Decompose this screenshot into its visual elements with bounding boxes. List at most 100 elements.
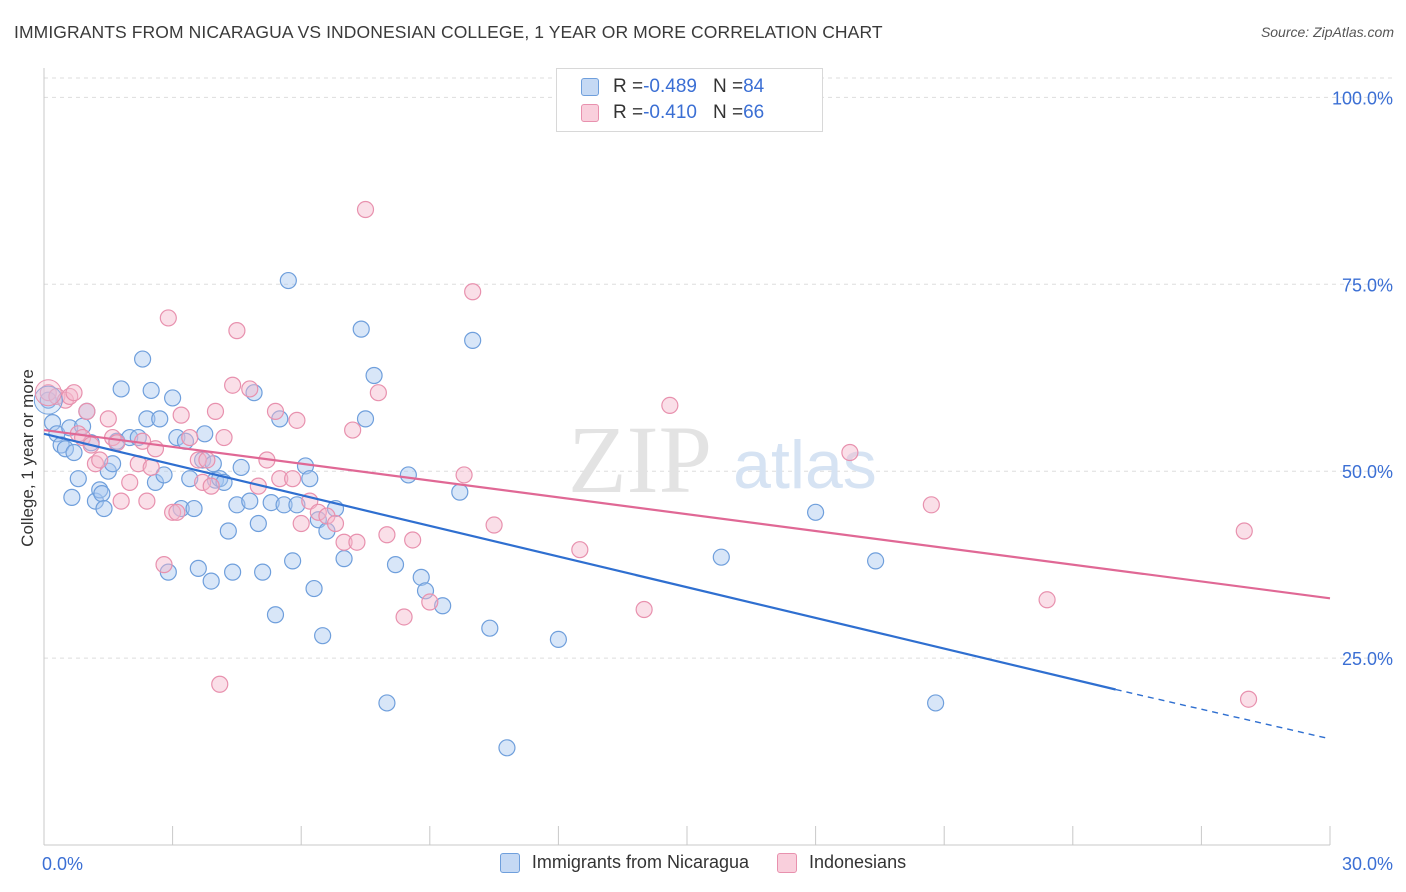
indonesians-point <box>215 428 233 447</box>
indonesians-point <box>369 384 387 402</box>
nicaragua-point <box>262 493 280 512</box>
indonesians-point <box>138 492 156 510</box>
nicaragua-point <box>232 458 250 477</box>
nicaragua-point <box>249 514 267 533</box>
nicaragua-point <box>279 271 297 290</box>
indonesians-point <box>356 200 375 219</box>
nicaragua-point <box>103 455 122 473</box>
nicaragua-point <box>33 385 63 415</box>
nicaragua-point <box>56 440 75 458</box>
indonesians-point <box>91 451 109 469</box>
n-value: 66 <box>743 102 765 123</box>
nicaragua-point <box>305 579 323 598</box>
nicaragua-point <box>275 496 293 514</box>
nicaragua-point <box>224 563 242 581</box>
watermark: ZIP atlas <box>568 406 877 513</box>
nicaragua-point <box>219 522 237 540</box>
indonesians-point <box>39 384 57 402</box>
indonesians-point <box>266 402 285 420</box>
watermark-zip: ZIP <box>568 406 712 513</box>
indonesians-point <box>108 434 126 452</box>
nicaragua-point <box>138 410 156 428</box>
n-value: 84 <box>743 76 765 97</box>
legend-swatch-pink <box>777 852 797 873</box>
nicaragua-point <box>164 389 182 407</box>
indonesians-point <box>78 402 96 420</box>
nicaragua-point <box>155 466 173 484</box>
indonesians-point <box>284 470 302 488</box>
nicaragua-point <box>314 627 332 645</box>
nicaragua-point <box>181 470 199 488</box>
source-label: Source: ZipAtlas.com <box>1260 24 1394 40</box>
indonesians-point <box>395 608 413 626</box>
legend-row-nicaragua: R = -0.489 N = 84 <box>581 75 764 99</box>
indonesians-point <box>211 675 229 693</box>
series-legend: Immigrants from Nicaragua Indonesians <box>0 852 1406 873</box>
y-tick-label: 50.0% <box>1342 462 1393 482</box>
indonesians-point <box>228 322 246 340</box>
nicaragua-point <box>69 470 87 488</box>
indonesians-point <box>142 458 160 477</box>
x-tick-label: 0.0% <box>42 854 83 874</box>
nicaragua-point <box>927 694 945 712</box>
n-label: N = <box>712 102 744 123</box>
indonesians-point <box>241 380 259 398</box>
nicaragua-point <box>434 597 452 615</box>
nicaragua-point <box>549 630 568 649</box>
legend-swatch-blue <box>581 78 599 96</box>
nicaragua-point <box>185 499 203 518</box>
watermark-atlas: atlas <box>733 427 877 503</box>
nicaragua-trend-line <box>43 432 1116 691</box>
legend-swatch-blue <box>499 852 520 873</box>
indonesians-point <box>1235 522 1253 540</box>
indonesians-point <box>198 451 216 469</box>
nicaragua-point <box>352 320 370 338</box>
legend-swatch-pink <box>581 104 599 122</box>
indonesians-point <box>1038 591 1056 609</box>
nicaragua-point <box>151 410 169 428</box>
y-tick-label: 75.0% <box>1342 275 1393 295</box>
indonesians-point <box>841 443 859 462</box>
indonesians-point <box>224 376 242 394</box>
indonesians-point <box>421 593 439 611</box>
indonesians-point <box>112 492 130 510</box>
indonesians-point <box>206 402 225 420</box>
indonesians-point <box>464 283 482 301</box>
tick-labels: 25.0% 50.0% 75.0% 100.0% 0.0% 30.0% <box>42 88 1393 874</box>
indonesians-point <box>309 503 327 521</box>
y-tick-label: 25.0% <box>1342 649 1393 669</box>
nicaragua-point <box>241 492 259 510</box>
nicaragua-point <box>806 503 825 521</box>
indonesians-point <box>99 410 117 428</box>
legend-item-indonesians[interactable]: Indonesians <box>777 852 906 873</box>
nicaragua-point <box>335 550 353 568</box>
indonesians-point <box>922 496 940 514</box>
nicaragua-point <box>112 380 130 398</box>
nicaragua-point <box>464 331 482 349</box>
nicaragua-point <box>301 470 319 488</box>
nicaragua-point <box>194 451 212 469</box>
indonesians-point <box>65 384 83 402</box>
nicaragua-point <box>189 559 207 577</box>
r-label: R = <box>613 76 644 97</box>
indonesians-point <box>168 503 186 521</box>
indonesians-point <box>202 477 220 495</box>
indonesians-point <box>164 503 182 521</box>
nicaragua-point <box>365 366 383 385</box>
indonesians-point <box>288 411 306 429</box>
indonesians-point <box>271 470 289 488</box>
indonesians-point <box>1239 690 1258 708</box>
nicaragua-point <box>867 552 885 570</box>
nicaragua-point <box>142 381 160 400</box>
nicaragua-point <box>168 428 186 447</box>
indonesians-point <box>326 514 345 533</box>
y-axis-label: College, 1 year or more <box>18 369 37 547</box>
indonesians-point <box>455 466 473 484</box>
grid-lines <box>44 77 1392 659</box>
legend-row-indonesians: R = -0.410 N = 66 <box>581 101 764 125</box>
nicaragua-point <box>378 694 396 712</box>
indonesians-point <box>661 396 679 414</box>
nicaragua-point <box>399 466 417 484</box>
legend-item-nicaragua[interactable]: Immigrants from Nicaragua <box>499 852 749 873</box>
